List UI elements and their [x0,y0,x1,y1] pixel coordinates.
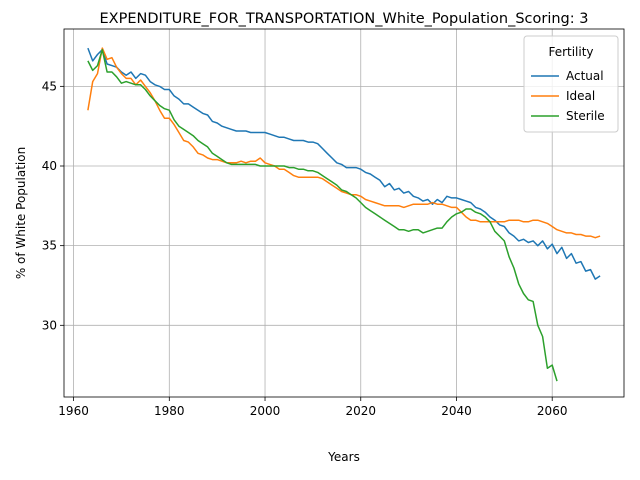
plot-frame [63,28,625,398]
y-axis: 30 35 40 45 [42,79,64,332]
y-tick-label: 45 [42,79,57,93]
legend-title: Fertility [548,45,593,59]
x-axis: 1960 1980 2000 2020 2040 2060 [58,397,567,418]
series-lines [87,47,601,382]
x-tick-label: 1980 [154,404,185,418]
legend-label-ideal: Ideal [566,89,595,103]
legend-frame [523,35,619,133]
legend-label-sterile: Sterile [566,109,605,123]
series-line-ideal [87,47,601,239]
x-tick-label: 2000 [250,404,281,418]
x-tick-label: 1960 [58,404,89,418]
chart-title: EXPENDITURE_FOR_TRANSPORTATION_White_Pop… [100,11,589,27]
series-line-sterile [87,48,558,382]
legend-label-actual: Actual [566,69,604,83]
x-tick-label: 2040 [441,404,472,418]
x-tick-label: 2060 [537,404,568,418]
legend: Fertility Actual Ideal Sterile [523,35,619,133]
y-tick-label: 30 [42,318,57,332]
x-axis-label: Years [327,450,360,464]
series-line-actual [87,47,601,280]
y-axis-label: % of White Population [14,147,28,279]
y-tick-label: 35 [42,239,57,253]
x-tick-label: 2020 [345,404,376,418]
legend-entries: Actual Ideal Sterile [531,69,605,123]
y-tick-label: 40 [42,159,57,173]
